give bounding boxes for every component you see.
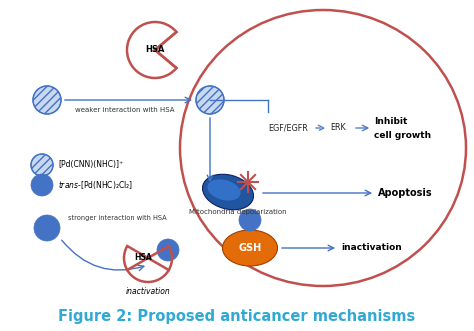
Circle shape	[31, 174, 53, 196]
Text: stronger interaction with HSA: stronger interaction with HSA	[68, 215, 167, 221]
Text: HSA: HSA	[134, 254, 152, 262]
Ellipse shape	[202, 174, 254, 210]
Text: inactivation: inactivation	[126, 287, 170, 296]
Text: [Pd(CNN)(NHC)]⁺: [Pd(CNN)(NHC)]⁺	[58, 161, 123, 169]
Text: inactivation: inactivation	[341, 244, 402, 253]
Ellipse shape	[208, 179, 241, 201]
Text: cell growth: cell growth	[374, 131, 431, 140]
Text: HSA: HSA	[146, 45, 164, 55]
Circle shape	[239, 209, 261, 231]
Circle shape	[157, 239, 179, 261]
Text: Apoptosis: Apoptosis	[378, 188, 433, 198]
Text: weaker interaction with HSA: weaker interaction with HSA	[75, 107, 174, 113]
Text: Inhibit: Inhibit	[374, 118, 407, 126]
Text: ERK: ERK	[330, 123, 346, 132]
Ellipse shape	[180, 10, 466, 286]
Circle shape	[33, 86, 61, 114]
Text: EGF/EGFR: EGF/EGFR	[268, 123, 308, 132]
Text: GSH: GSH	[238, 243, 262, 253]
Text: Figure 2: Proposed anticancer mechanisms: Figure 2: Proposed anticancer mechanisms	[58, 308, 416, 323]
Circle shape	[34, 215, 60, 241]
Circle shape	[31, 154, 53, 176]
Text: Mitochondria depolarization: Mitochondria depolarization	[189, 209, 287, 215]
Circle shape	[196, 86, 224, 114]
Text: $\mathit{trans}$-[Pd(NHC)₂Cl₂]: $\mathit{trans}$-[Pd(NHC)₂Cl₂]	[58, 179, 133, 191]
Ellipse shape	[222, 230, 277, 266]
